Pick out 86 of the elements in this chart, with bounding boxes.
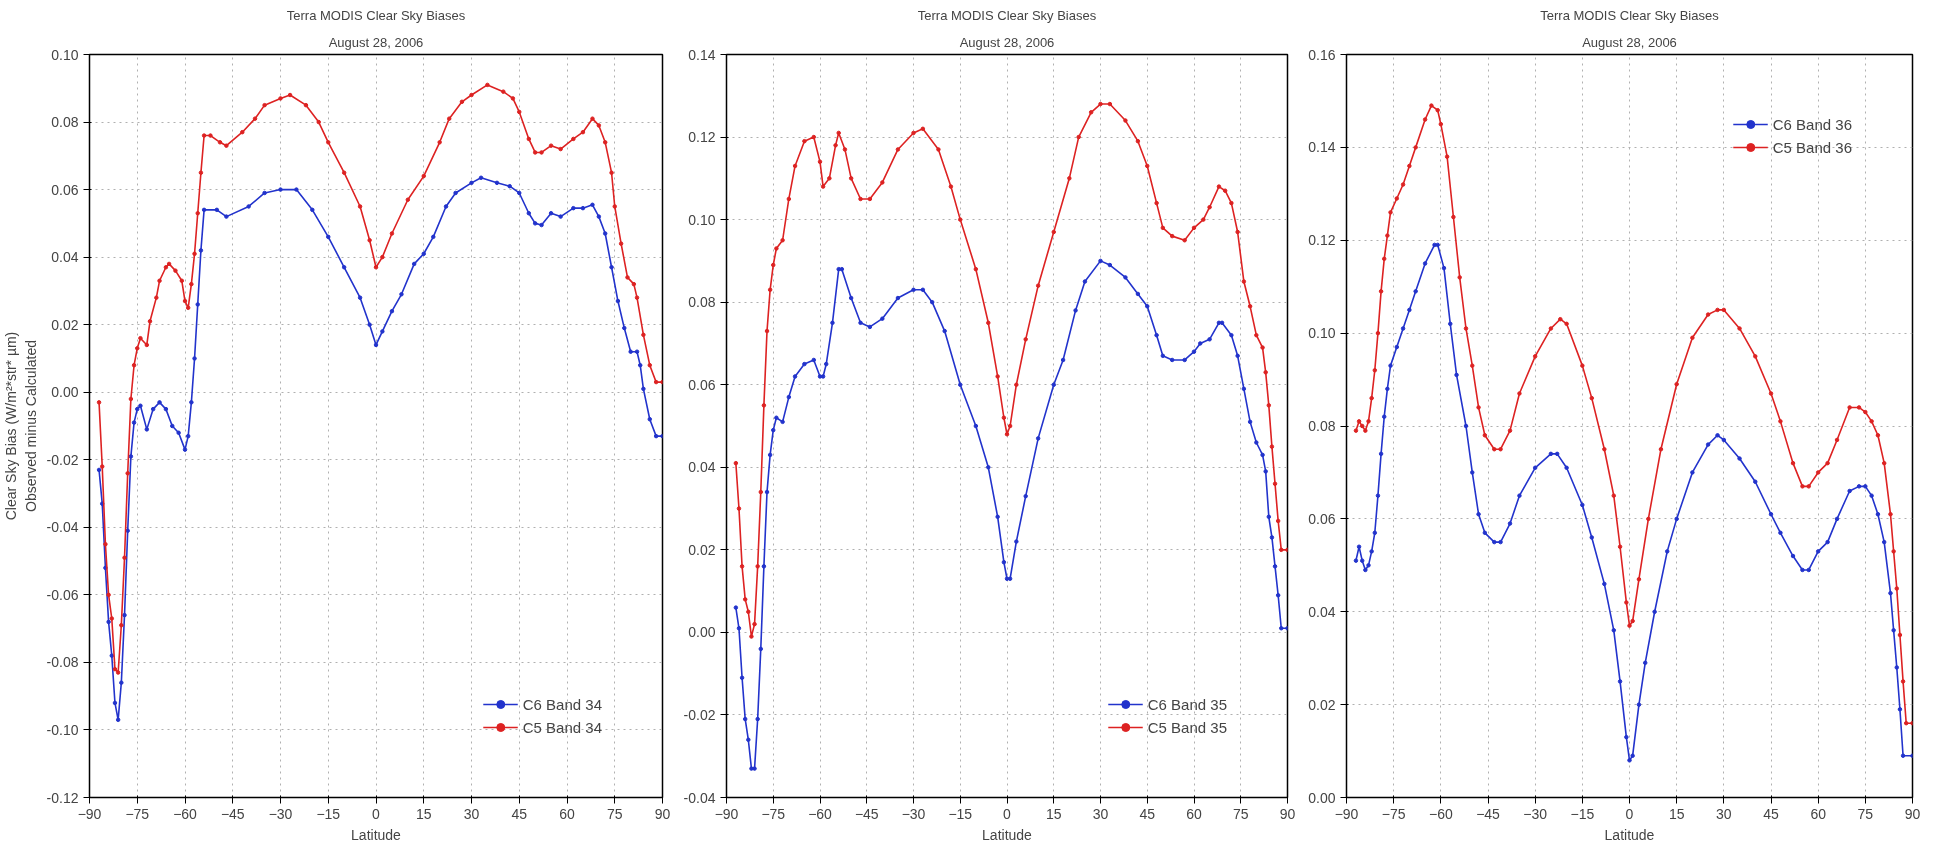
chart-title: Terra MODIS Clear Sky Biases (286, 7, 466, 23)
y-tick-label: 0.08 (51, 114, 79, 131)
x-tick-label: 30 (463, 805, 480, 822)
legend-label: C6 Band 34 (522, 695, 602, 713)
x-tick-label: −75 (1381, 805, 1406, 822)
y-tick-label: 0.02 (1308, 696, 1336, 713)
y-tick-label: 0.06 (688, 376, 716, 393)
y-tick-label: -0.12 (46, 789, 79, 806)
y-tick-label: -0.06 (46, 586, 79, 603)
x-tick-label: 30 (1716, 805, 1732, 822)
y-tick-label: 0.00 (51, 384, 79, 401)
x-tick-label: −15 (316, 805, 341, 822)
legend-label: C5 Band 36 (1772, 138, 1852, 156)
y-tick-label: 0.10 (51, 46, 79, 63)
x-tick-label: −30 (268, 805, 293, 822)
x-tick-label: 60 (1810, 805, 1827, 822)
y-tick-label: 0.06 (1308, 510, 1336, 527)
x-tick-label: −45 (1476, 805, 1501, 822)
x-tick-label: 75 (1232, 805, 1249, 822)
x-axis-title: Latitude (982, 826, 1033, 843)
chart-subtitle: August 28, 2006 (1582, 34, 1677, 50)
y-tick-label: -0.04 (683, 789, 716, 806)
x-tick-label: 90 (654, 805, 671, 822)
x-tick-label: 0 (1625, 805, 1634, 822)
x-tick-label: 45 (1763, 805, 1779, 822)
chart-title: Terra MODIS Clear Sky Biases (1540, 7, 1720, 23)
x-tick-label: 75 (1857, 805, 1874, 822)
y-tick-label: 0.14 (1308, 139, 1336, 156)
legend-label: C5 Band 34 (522, 718, 602, 736)
y-tick-label: -0.10 (46, 721, 79, 738)
x-tick-label: 75 (606, 805, 623, 822)
chart-title: Terra MODIS Clear Sky Biases (917, 7, 1097, 23)
x-tick-label: −45 (854, 805, 879, 822)
y-tick-label: 0.16 (1308, 46, 1336, 63)
x-tick-label: 15 (1668, 805, 1685, 822)
x-tick-label: −90 (714, 805, 739, 822)
legend-label: C6 Band 36 (1772, 115, 1852, 133)
y-axis-title: Clear Sky Bias (W/m²*str* µm) Observed minus Calculated (3, 331, 39, 521)
x-tick-label: 30 (1092, 805, 1109, 822)
x-tick-label: 15 (415, 805, 432, 822)
x-tick-label: 90 (1904, 805, 1921, 822)
y-tick-label: -0.02 (46, 451, 79, 468)
y-tick-label: -0.02 (683, 706, 716, 723)
chart-subtitle: August 28, 2006 (959, 34, 1055, 50)
y-tick-label: 0.08 (688, 294, 716, 311)
y-tick-label: 0.08 (1308, 418, 1336, 434)
x-tick-label: −60 (173, 805, 198, 822)
x-tick-label: −75 (125, 805, 150, 822)
x-tick-label: 45 (511, 805, 528, 822)
y-tick-label: 0.12 (688, 129, 716, 146)
x-tick-label: −15 (1570, 805, 1595, 822)
y-tick-label: 0.06 (51, 181, 79, 198)
y-tick-label: -0.08 (46, 654, 79, 671)
y-tick-label: 0.02 (51, 316, 79, 333)
x-tick-label: 90 (1279, 805, 1296, 822)
x-tick-label: 15 (1045, 805, 1062, 822)
chart-subtitle: August 28, 2006 (328, 34, 424, 50)
x-tick-label: 0 (1003, 805, 1012, 822)
x-tick-label: −90 (1334, 805, 1359, 822)
legend-label: C6 Band 35 (1147, 695, 1227, 713)
x-tick-label: −60 (1428, 805, 1453, 822)
x-tick-label: −60 (808, 805, 833, 822)
y-tick-label: 0.12 (1308, 232, 1336, 249)
x-tick-label: −90 (77, 805, 102, 822)
y-tick-label: 0.14 (688, 46, 716, 63)
y-tick-label: 0.04 (51, 249, 79, 266)
x-axis-title: Latitude (1604, 826, 1655, 843)
y-tick-label: 0.04 (688, 459, 716, 476)
x-tick-label: 60 (559, 805, 575, 822)
y-tick-label: 0.04 (1308, 603, 1336, 620)
x-axis-title: Latitude (351, 826, 402, 843)
y-tick-label: 0.00 (1308, 789, 1336, 806)
y-tick-label: 0.02 (688, 541, 716, 558)
x-tick-label: 0 (372, 805, 381, 822)
y-tick-label: -0.04 (46, 519, 79, 536)
x-tick-label: −45 (220, 805, 245, 822)
x-tick-label: 60 (1186, 805, 1202, 822)
y-tick-label: 0.10 (1308, 325, 1336, 342)
x-tick-label: −30 (1523, 805, 1548, 822)
legend-label: C5 Band 35 (1147, 718, 1227, 736)
x-tick-label: −75 (761, 805, 786, 822)
x-tick-label: 45 (1139, 805, 1156, 822)
y-tick-label: 0.00 (688, 624, 716, 641)
x-tick-label: −15 (948, 805, 973, 822)
y-tick-label: 0.10 (688, 211, 716, 228)
x-tick-label: −30 (901, 805, 926, 822)
